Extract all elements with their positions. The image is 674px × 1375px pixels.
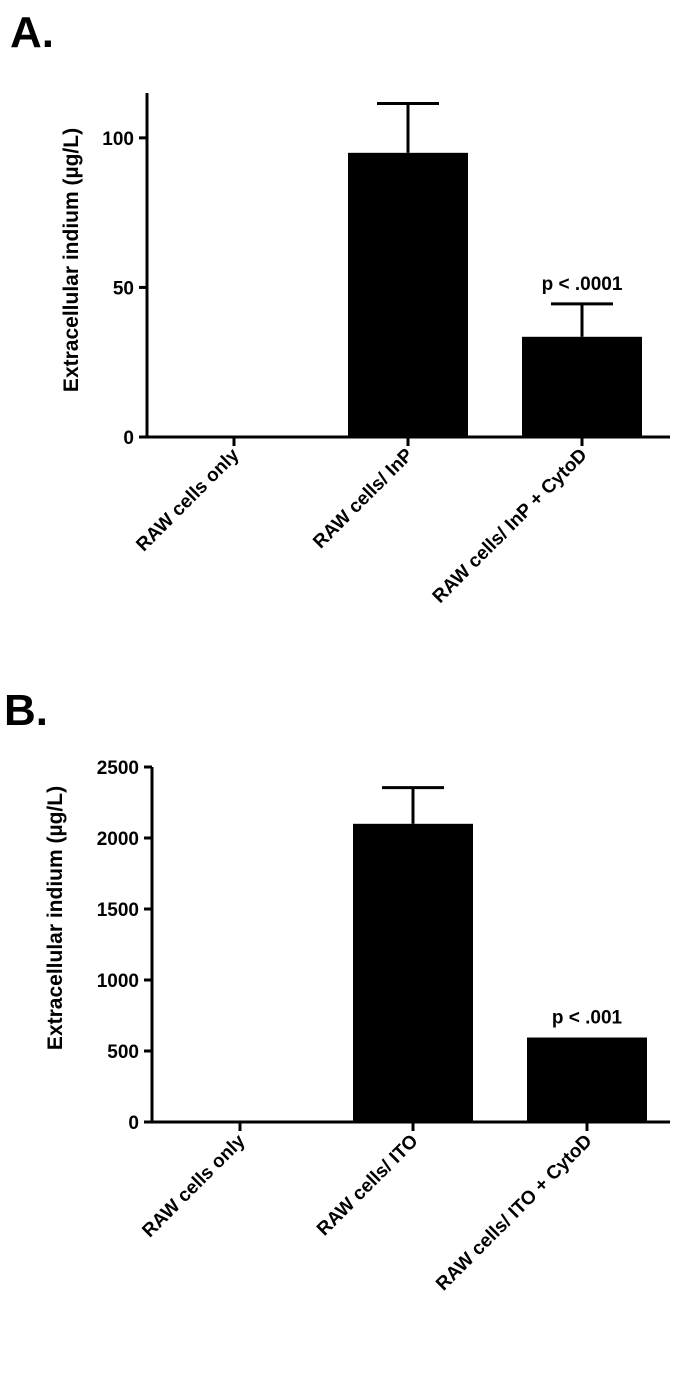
panel-label-b: B. xyxy=(4,686,48,735)
y-axis-label: Extracellular indium (µg/L) xyxy=(60,128,83,392)
y-tick-label: 2500 xyxy=(97,758,139,779)
significance-annotation: p < .0001 xyxy=(542,274,623,295)
y-tick-label: 2000 xyxy=(97,829,139,850)
y-tick-label: 100 xyxy=(102,129,134,150)
category-label: RAW cells/ ITO xyxy=(313,1131,422,1240)
y-tick-label: 1000 xyxy=(97,971,139,992)
chart-b: 0 500 1000 1500 2000 2500 Extracellular indium… xyxy=(44,758,670,1295)
bar xyxy=(527,1037,647,1122)
category-label: RAW cells/ InP + CytoD xyxy=(429,445,592,608)
y-tick-label: 0 xyxy=(128,1113,139,1134)
chart-a: 0 50 100 Extracellular indium (µg/L) RAW cel… xyxy=(60,93,670,608)
y-tick-label: 1500 xyxy=(97,900,139,921)
panel-label-a: A. xyxy=(10,8,54,57)
category-label: RAW cells/ ITO + CytoD xyxy=(432,1131,596,1295)
y-tick-label: 0 xyxy=(123,428,134,449)
bar xyxy=(522,336,642,437)
category-label: RAW cells only xyxy=(138,1130,249,1241)
y-tick-label: 500 xyxy=(107,1042,139,1063)
y-tick-label: 50 xyxy=(113,278,134,299)
y-axis-label: Extracellular indium (µg/L) xyxy=(44,786,67,1050)
category-label: RAW cells/ InP xyxy=(309,444,417,552)
category-label: RAW cells only xyxy=(132,444,243,555)
bar xyxy=(353,823,473,1122)
significance-annotation: p < .001 xyxy=(552,1008,623,1029)
bar xyxy=(348,152,468,437)
